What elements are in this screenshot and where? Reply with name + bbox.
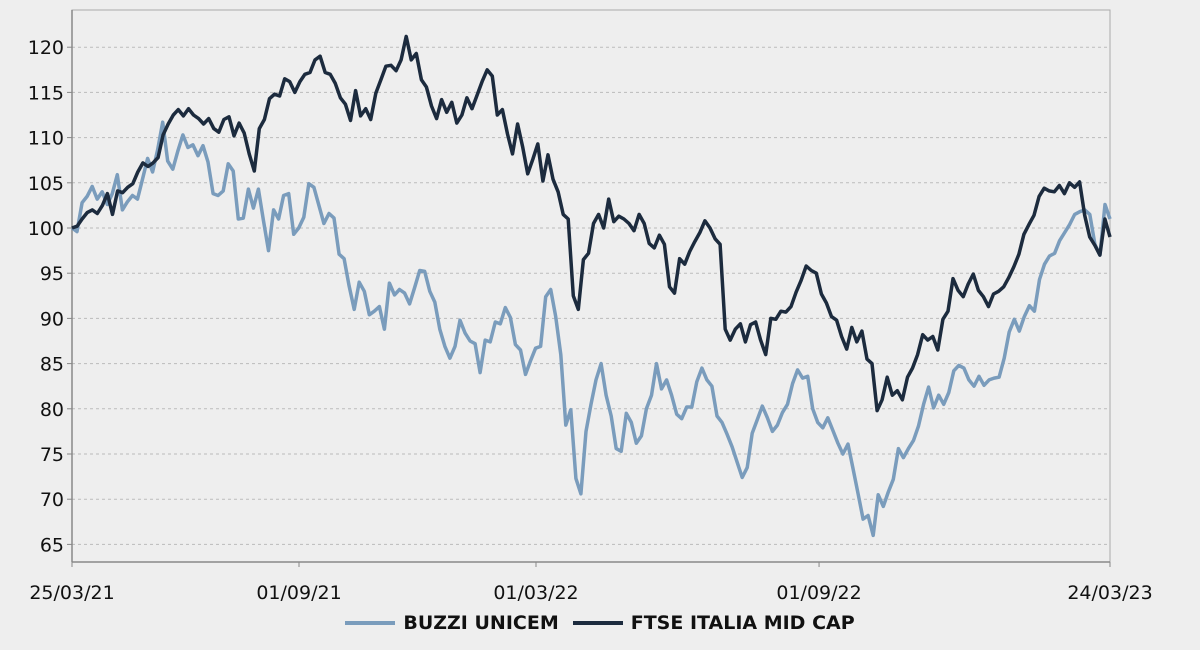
y-tick-label: 75	[40, 444, 64, 466]
y-tick-label: 105	[28, 173, 64, 195]
legend-swatch-ftse	[572, 621, 623, 625]
plot-area	[71, 9, 1111, 563]
x-tick-label: 25/03/21	[29, 582, 114, 604]
y-tick-label: 70	[40, 489, 64, 511]
y-tick-label: 65	[40, 534, 64, 556]
x-tick-label: 01/09/21	[256, 582, 341, 604]
legend-item-buzzi: BUZZI UNICEM	[345, 612, 559, 634]
x-tick-label: 01/09/22	[776, 582, 861, 604]
y-tick-label: 80	[40, 399, 64, 421]
y-axis-ticks: 65 70 75 80 85 90 95 100 105 110 115 120	[28, 37, 72, 556]
legend-label-ftse: FTSE ITALIA MID CAP	[630, 612, 855, 634]
y-tick-label: 95	[40, 263, 64, 285]
x-tick-label: 01/03/22	[493, 582, 578, 604]
legend-swatch-buzzi	[345, 621, 396, 625]
legend: BUZZI UNICEM FTSE ITALIA MID CAP	[0, 612, 1200, 634]
legend-item-ftse: FTSE ITALIA MID CAP	[572, 612, 855, 634]
y-tick-label: 110	[28, 128, 64, 150]
series-lines	[70, 34, 1112, 538]
series-line-ftse-mid-cap	[71, 34, 1112, 413]
series-line-buzzi-unicem	[70, 120, 1112, 538]
y-tick-label: 115	[28, 82, 64, 104]
legend-label-buzzi: BUZZI UNICEM	[403, 612, 559, 634]
y-tick-label: 90	[40, 308, 64, 330]
x-tick-label: 24/03/23	[1067, 582, 1152, 604]
x-axis-ticks: 25/03/21 01/09/21 01/03/22 01/09/22 24/03/23	[29, 562, 1153, 604]
y-tick-label: 85	[40, 354, 64, 376]
y-tick-label: 100	[28, 218, 64, 240]
y-gridlines	[72, 46, 1110, 545]
y-tick-label: 120	[28, 37, 64, 59]
